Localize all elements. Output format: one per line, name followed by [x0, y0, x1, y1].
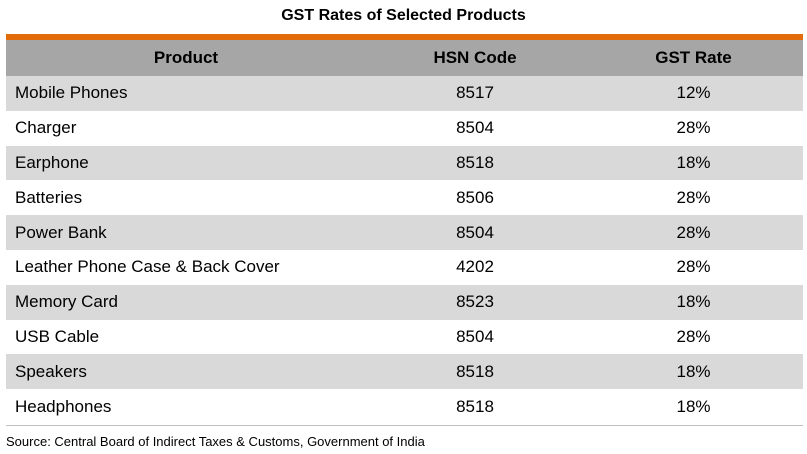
table-row: Speakers 8518 18%: [6, 354, 803, 390]
table-row: Power Bank 8504 28%: [6, 215, 803, 250]
hsn-code-cell: 8517: [366, 76, 584, 111]
gst-rate-cell: 28%: [584, 215, 803, 250]
hsn-code-cell: 8518: [366, 145, 584, 181]
table-row: Headphones 8518 18%: [6, 389, 803, 424]
table-row: Batteries 8506 28%: [6, 180, 803, 216]
header-hsn-code: HSN Code: [366, 40, 584, 76]
hsn-code-cell: 8518: [366, 354, 584, 390]
table-row: Charger 8504 28%: [6, 110, 803, 146]
hsn-code-cell: 8504: [366, 319, 584, 355]
gst-rate-cell: 28%: [584, 110, 803, 146]
table-header-row: Product HSN Code GST Rate: [6, 40, 803, 76]
hsn-code-cell: 8523: [366, 284, 584, 320]
product-cell: USB Cable: [6, 319, 366, 355]
header-gst-rate: GST Rate: [584, 40, 803, 76]
hsn-code-cell: 8504: [366, 215, 584, 250]
product-cell: Headphones: [6, 389, 366, 424]
product-cell: Leather Phone Case & Back Cover: [6, 249, 366, 285]
gst-rate-cell: 18%: [584, 389, 803, 424]
header-product: Product: [6, 40, 366, 76]
product-cell: Charger: [6, 110, 366, 146]
hsn-code-cell: 8518: [366, 389, 584, 424]
gst-rates-table: Product HSN Code GST Rate Mobile Phones …: [6, 40, 803, 424]
gst-rate-cell: 18%: [584, 354, 803, 390]
hsn-code-cell: 8506: [366, 180, 584, 216]
product-cell: Batteries: [6, 180, 366, 216]
product-cell: Earphone: [6, 145, 366, 181]
table-row: USB Cable 8504 28%: [6, 319, 803, 355]
accent-bar: [6, 34, 803, 40]
table-row: Earphone 8518 18%: [6, 145, 803, 181]
gst-rate-cell: 18%: [584, 145, 803, 181]
product-cell: Power Bank: [6, 215, 366, 250]
product-cell: Speakers: [6, 354, 366, 390]
gst-rate-cell: 18%: [584, 284, 803, 320]
product-cell: Memory Card: [6, 284, 366, 320]
hsn-code-cell: 4202: [366, 249, 584, 285]
gst-rate-cell: 12%: [584, 76, 803, 111]
gst-rate-cell: 28%: [584, 319, 803, 355]
product-cell: Mobile Phones: [6, 76, 366, 111]
table-row: Leather Phone Case & Back Cover 4202 28%: [6, 249, 803, 285]
table-row: Memory Card 8523 18%: [6, 284, 803, 320]
table-title: GST Rates of Selected Products: [281, 7, 526, 24]
table-row: Mobile Phones 8517 12%: [6, 76, 803, 111]
source-note: Source: Central Board of Indirect Taxes …: [6, 434, 425, 449]
hsn-code-cell: 8504: [366, 110, 584, 146]
gst-rate-cell: 28%: [584, 249, 803, 285]
bottom-divider: [6, 425, 803, 426]
gst-rate-cell: 28%: [584, 180, 803, 216]
